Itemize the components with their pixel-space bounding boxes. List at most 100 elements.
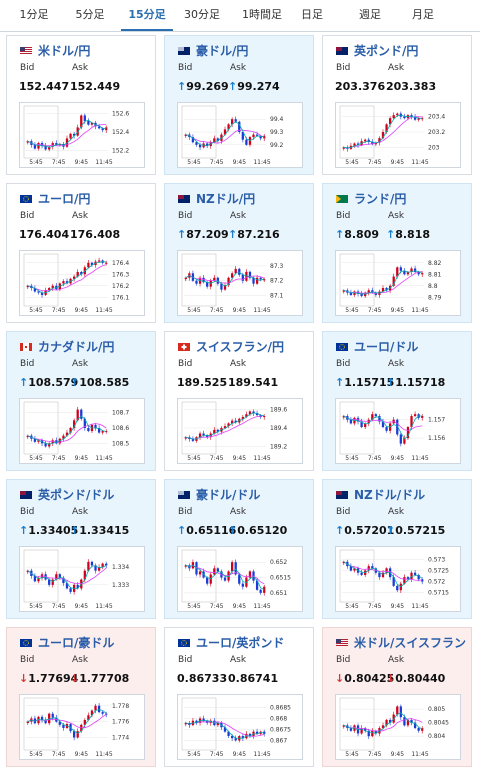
pair-name[interactable]: 米ドル/円 (38, 44, 91, 58)
price-chart[interactable]: 87.3 87.2 87.1 5:45 7:45 9:45 11:45 (177, 250, 303, 316)
y-tick-label: 203.4 (428, 114, 445, 121)
price-chart[interactable]: 0.805 0.8045 0.804 5:45 7:45 9:45 11:45 (335, 694, 461, 760)
rate-card[interactable]: NZドル/円 Bid Ask ↑87.209 ↑87.216 87.3 87.2 87.1 5:… (164, 183, 314, 323)
chart-svg: 0.573 0.5725 0.572 0.5715 5:45 7:45 9:45 11:45 (339, 549, 449, 610)
tab-3[interactable]: 30分足 (184, 8, 220, 21)
chart-svg: 176.4 176.3 176.2 176.1 5:45 7:45 9:45 11:45 (23, 253, 129, 314)
bid-value: ↑99.269 (177, 80, 229, 93)
rate-card[interactable]: 米ドル/スイスフラン Bid Ask ↓0.80425 ↓0.80440 0.805 0.8… (322, 627, 472, 767)
candle-body (69, 588, 72, 592)
rate-card[interactable]: 英ポンド/円 Bid Ask 203.376 203.383 203.4 203.2 203 5… (322, 35, 472, 175)
bid-price: 108.579 (28, 376, 79, 389)
candle-body (248, 137, 252, 145)
candle-body (40, 716, 44, 721)
x-tick-label: 9:45 (233, 751, 247, 758)
ask-label: Ask (388, 507, 405, 517)
tab-2[interactable]: 15分足 (121, 0, 173, 31)
pair-name[interactable]: NZドル/ドル (354, 488, 426, 502)
tab-5[interactable]: 日足 (301, 8, 323, 21)
bid-label: Bid (20, 655, 35, 665)
pair-name[interactable]: ランド/円 (354, 192, 407, 206)
candle-body (216, 138, 220, 141)
candle-body (413, 572, 417, 575)
y-tick-label: 0.8685 (270, 705, 291, 712)
moving-average-short (343, 270, 423, 295)
pair-name[interactable]: スイスフラン/円 (196, 340, 285, 354)
x-tick-label: 7:45 (210, 455, 224, 462)
price-chart[interactable]: 0.652 0.6515 0.651 5:45 7:45 9:45 11:45 (177, 546, 303, 612)
y-tick-label: 0.868 (270, 716, 287, 723)
price-chart[interactable]: 0.573 0.5725 0.572 0.5715 5:45 7:45 9:45 11:45 (335, 546, 461, 612)
candle-body (403, 717, 406, 726)
price-chart[interactable]: 176.4 176.3 176.2 176.1 5:45 7:45 9:45 11:45 (19, 250, 145, 316)
candle-body (364, 139, 367, 142)
candle-body (87, 715, 90, 721)
flag-icon (178, 491, 190, 499)
rate-card[interactable]: ユーロ/円 Bid Ask 176.404 176.408 176.4 176.3 176.2… (6, 183, 156, 323)
moving-average-long (185, 721, 265, 737)
ask-value: ↑0.65120 (228, 524, 287, 537)
pair-name[interactable]: 豪ドル/ドル (196, 488, 261, 502)
rate-card[interactable]: 豪ドル/円 Bid Ask ↑99.269 ↑99.274 99.4 99.3 99.2 5:4… (164, 35, 314, 175)
pair-name[interactable]: カナダドル/円 (38, 340, 115, 354)
price-chart[interactable]: 203.4 203.2 203 5:45 7:45 9:45 11:45 (335, 102, 461, 168)
price-chart[interactable]: 189.6 189.4 189.2 5:45 7:45 9:45 11:45 (177, 398, 303, 464)
candle-body (259, 589, 262, 593)
rate-card[interactable]: ユーロ/豪ドル Bid Ask ↓1.77694 ↓1.77708 1.778 1.776 1… (6, 627, 156, 767)
price-chart[interactable]: 8.82 8.81 8.8 8.79 5:45 7:45 9:45 11:45 (335, 250, 461, 316)
tab-6[interactable]: 週足 (359, 8, 381, 21)
bid-label: Bid (336, 655, 351, 665)
rate-card[interactable]: ユーロ/英ポンド Bid Ask 0.86733 0.86741 0.8685 0.868 0… (164, 627, 314, 767)
rate-card[interactable]: ユーロ/ドル Bid Ask ↑1.15715 ↑1.15718 1.157 1.156 5:… (322, 331, 472, 471)
pair-name[interactable]: 豪ドル/円 (196, 44, 249, 58)
pair-name[interactable]: 米ドル/スイスフラン (354, 636, 467, 650)
tab-7[interactable]: 月足 (412, 8, 434, 21)
rate-card[interactable]: 豪ドル/ドル Bid Ask ↑0.65116 ↑0.65120 0.652 0.6515 0… (164, 479, 314, 619)
moving-average-short (185, 121, 265, 147)
tab-1[interactable]: 5分足 (75, 8, 105, 21)
candle-body (37, 440, 40, 442)
candle-body (76, 409, 79, 421)
rate-card[interactable]: 米ドル/円 Bid Ask 152.447 152.449 152.6 152.4 152.2… (6, 35, 156, 175)
y-tick-label: 99.3 (270, 129, 284, 136)
price-chart[interactable]: 1.334 1.333 5:45 7:45 9:45 11:45 (19, 546, 145, 612)
bid-label: Bid (336, 359, 351, 369)
candle-body (87, 262, 90, 268)
candle-body (388, 719, 392, 723)
price-chart[interactable]: 1.778 1.776 1.774 5:45 7:45 9:45 11:45 (19, 694, 145, 760)
candle-body (72, 731, 76, 738)
pair-name[interactable]: ユーロ/ドル (354, 340, 419, 354)
pair-name[interactable]: 英ポンド/ドル (38, 488, 115, 502)
candle-body (48, 713, 51, 724)
x-tick-label: 5:45 (345, 603, 359, 610)
price-chart[interactable]: 0.8685 0.868 0.8675 0.867 5:45 7:45 9:45 11:45 (177, 694, 303, 760)
rate-card[interactable]: カナダドル/円 Bid Ask ↑108.579 ↑108.585 108.7 108.6 1… (6, 331, 156, 471)
candle-body (105, 563, 108, 566)
price-chart[interactable]: 152.6 152.4 152.2 5:45 7:45 9:45 11:45 (19, 102, 145, 168)
rate-card[interactable]: NZドル/ドル Bid Ask ↑0.57201 ↑0.57215 0.573 0.5725… (322, 479, 472, 619)
rate-card[interactable]: ランド/円 Bid Ask ↑8.809 ↑8.818 8.82 8.81 8.8 8.79 5:… (322, 183, 472, 323)
arrow-up-icon: ↑ (386, 376, 396, 389)
candle-body (385, 124, 388, 132)
moving-average-long (27, 264, 107, 292)
rate-card[interactable]: 英ポンド/ドル Bid Ask ↑1.33405 ↑1.33415 1.334 1.333 5… (6, 479, 156, 619)
bid-label: Bid (20, 211, 35, 221)
tab-4[interactable]: 1時間足 (242, 8, 282, 21)
x-tick-label: 11:45 (411, 603, 428, 610)
price-chart[interactable]: 108.7 108.6 108.5 5:45 7:45 9:45 11:45 (19, 398, 145, 464)
pair-name[interactable]: NZドル/円 (196, 192, 256, 206)
rate-card[interactable]: スイスフラン/円 Bid Ask 189.525 189.541 189.6 189.4 18… (164, 331, 314, 471)
x-tick-label: 7:45 (368, 307, 382, 314)
bid-value: ↑0.65116 (177, 524, 236, 537)
price-chart[interactable]: 1.157 1.156 5:45 7:45 9:45 11:45 (335, 398, 461, 464)
pair-name[interactable]: ユーロ/英ポンド (196, 636, 285, 650)
pair-name[interactable]: 英ポンド/円 (354, 44, 419, 58)
tab-0[interactable]: 1分足 (19, 8, 49, 21)
y-tick-label: 108.7 (112, 410, 129, 417)
candle-body (245, 414, 248, 417)
candle-body (202, 433, 205, 436)
pair-name[interactable]: ユーロ/円 (38, 192, 91, 206)
y-tick-label: 189.6 (270, 407, 287, 414)
price-chart[interactable]: 99.4 99.3 99.2 5:45 7:45 9:45 11:45 (177, 102, 303, 168)
pair-name[interactable]: ユーロ/豪ドル (38, 636, 115, 650)
